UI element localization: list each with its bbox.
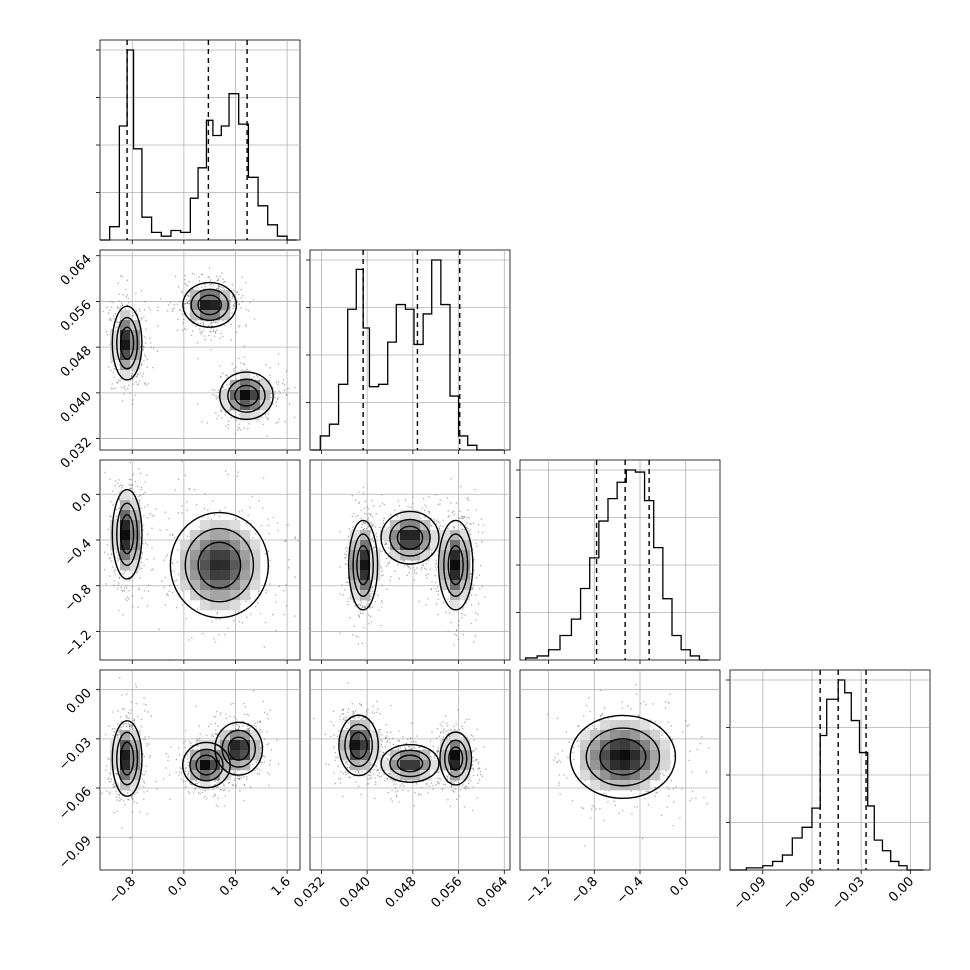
x-tick-label: −0.8 xyxy=(106,874,139,907)
contour-line xyxy=(197,541,242,589)
x-tick-label: 0.056 xyxy=(428,874,465,911)
x-tick-label: −1.2 xyxy=(522,874,555,907)
x-tick-label: −0.8 xyxy=(568,874,601,907)
panel-1-0 xyxy=(96,249,301,454)
x-tick-label: 0.0 xyxy=(165,874,190,899)
contour-line xyxy=(234,384,259,407)
x-tick-label: −0.03 xyxy=(829,874,868,913)
contour-line xyxy=(189,748,224,782)
contour-line xyxy=(227,736,250,761)
x-tick-label: −0.4 xyxy=(614,874,647,907)
contour-line xyxy=(116,316,139,370)
contour-line xyxy=(352,533,374,597)
panel-3-3 xyxy=(726,669,931,874)
y-tick-label: 0.064 xyxy=(58,252,95,289)
x-tick-label: −0.06 xyxy=(780,874,819,913)
contour-line xyxy=(439,731,473,786)
contour-line xyxy=(184,527,255,603)
x-tick-label: 1.6 xyxy=(269,874,294,899)
contour-line xyxy=(111,720,143,797)
panel-3-2 xyxy=(519,669,721,874)
contour-line xyxy=(344,723,373,768)
contour-line xyxy=(119,741,135,776)
contour-line xyxy=(111,305,143,381)
contour-line xyxy=(443,533,469,597)
contour-line xyxy=(585,727,661,787)
x-tick-label: 0.048 xyxy=(383,874,420,911)
histogram-1 xyxy=(311,259,504,451)
panel-2-0 xyxy=(96,459,301,664)
contour-line xyxy=(169,511,270,619)
contour-line xyxy=(111,488,143,580)
x-tick-label: −0.09 xyxy=(731,874,770,913)
x-tick-label: 0.8 xyxy=(217,874,242,899)
contour-line xyxy=(119,326,135,360)
y-tick-label: 0.0 xyxy=(70,491,95,516)
histogram-0 xyxy=(100,49,297,241)
panel-frame xyxy=(99,39,301,241)
y-tick-label: −1.2 xyxy=(62,628,95,661)
panels-layer xyxy=(96,39,931,874)
contour-line xyxy=(119,514,135,555)
contour-line xyxy=(221,729,256,768)
y-tick-label: 0.00 xyxy=(64,686,95,717)
y-tick-label: 0.048 xyxy=(58,343,95,380)
contour-line xyxy=(116,731,139,786)
contour-line xyxy=(380,743,440,783)
density-map xyxy=(350,510,471,611)
contour-line xyxy=(389,518,431,557)
y-tick-label: −0.4 xyxy=(62,536,95,569)
contour-line xyxy=(182,281,238,328)
contour-line xyxy=(227,378,266,413)
y-tick-label: 0.040 xyxy=(58,389,95,426)
panel-frame xyxy=(309,249,511,451)
contour-line xyxy=(190,288,229,322)
panel-3-1 xyxy=(309,669,511,874)
x-tick-label: 0.032 xyxy=(291,874,328,911)
contour-line xyxy=(214,721,264,776)
y-tick-label: 0.032 xyxy=(58,435,95,472)
panel-frame xyxy=(729,669,931,871)
contour-line xyxy=(437,519,474,611)
contour-line xyxy=(195,754,218,776)
panel-1-1 xyxy=(306,249,511,454)
y-tick-label: −0.8 xyxy=(62,582,95,615)
x-tick-label: 0.040 xyxy=(337,874,374,911)
contour-line xyxy=(116,502,139,567)
panel-2-1 xyxy=(309,459,511,664)
contour-line xyxy=(599,738,647,776)
contour-line xyxy=(396,754,424,773)
y-tick-label: −0.09 xyxy=(56,833,95,872)
contour-line xyxy=(447,545,464,586)
x-tick-label: 0.00 xyxy=(886,874,917,905)
contour-line xyxy=(356,545,371,586)
panel-2-2 xyxy=(516,459,721,664)
contour-line xyxy=(569,714,677,800)
panel-3-0 xyxy=(96,669,301,874)
panel-frame xyxy=(519,459,721,661)
contour-line xyxy=(219,371,274,421)
contour-line xyxy=(347,519,379,611)
x-tick-label: 0.0 xyxy=(667,874,692,899)
contour-line xyxy=(396,525,424,550)
contour-line xyxy=(197,294,222,316)
contour-line xyxy=(389,749,431,778)
density-map xyxy=(580,720,671,791)
x-tick-label: 0.064 xyxy=(474,874,511,911)
y-tick-label: 0.056 xyxy=(58,298,95,335)
panel-0-0 xyxy=(96,39,301,244)
y-tick-label: −0.06 xyxy=(56,784,95,823)
contour-line xyxy=(349,731,368,760)
histogram-2 xyxy=(525,469,709,661)
contour-line xyxy=(338,714,379,777)
contour-line xyxy=(444,739,468,778)
y-tick-label: −0.03 xyxy=(56,735,95,774)
contour-line xyxy=(380,510,440,565)
contour-line xyxy=(448,746,464,771)
